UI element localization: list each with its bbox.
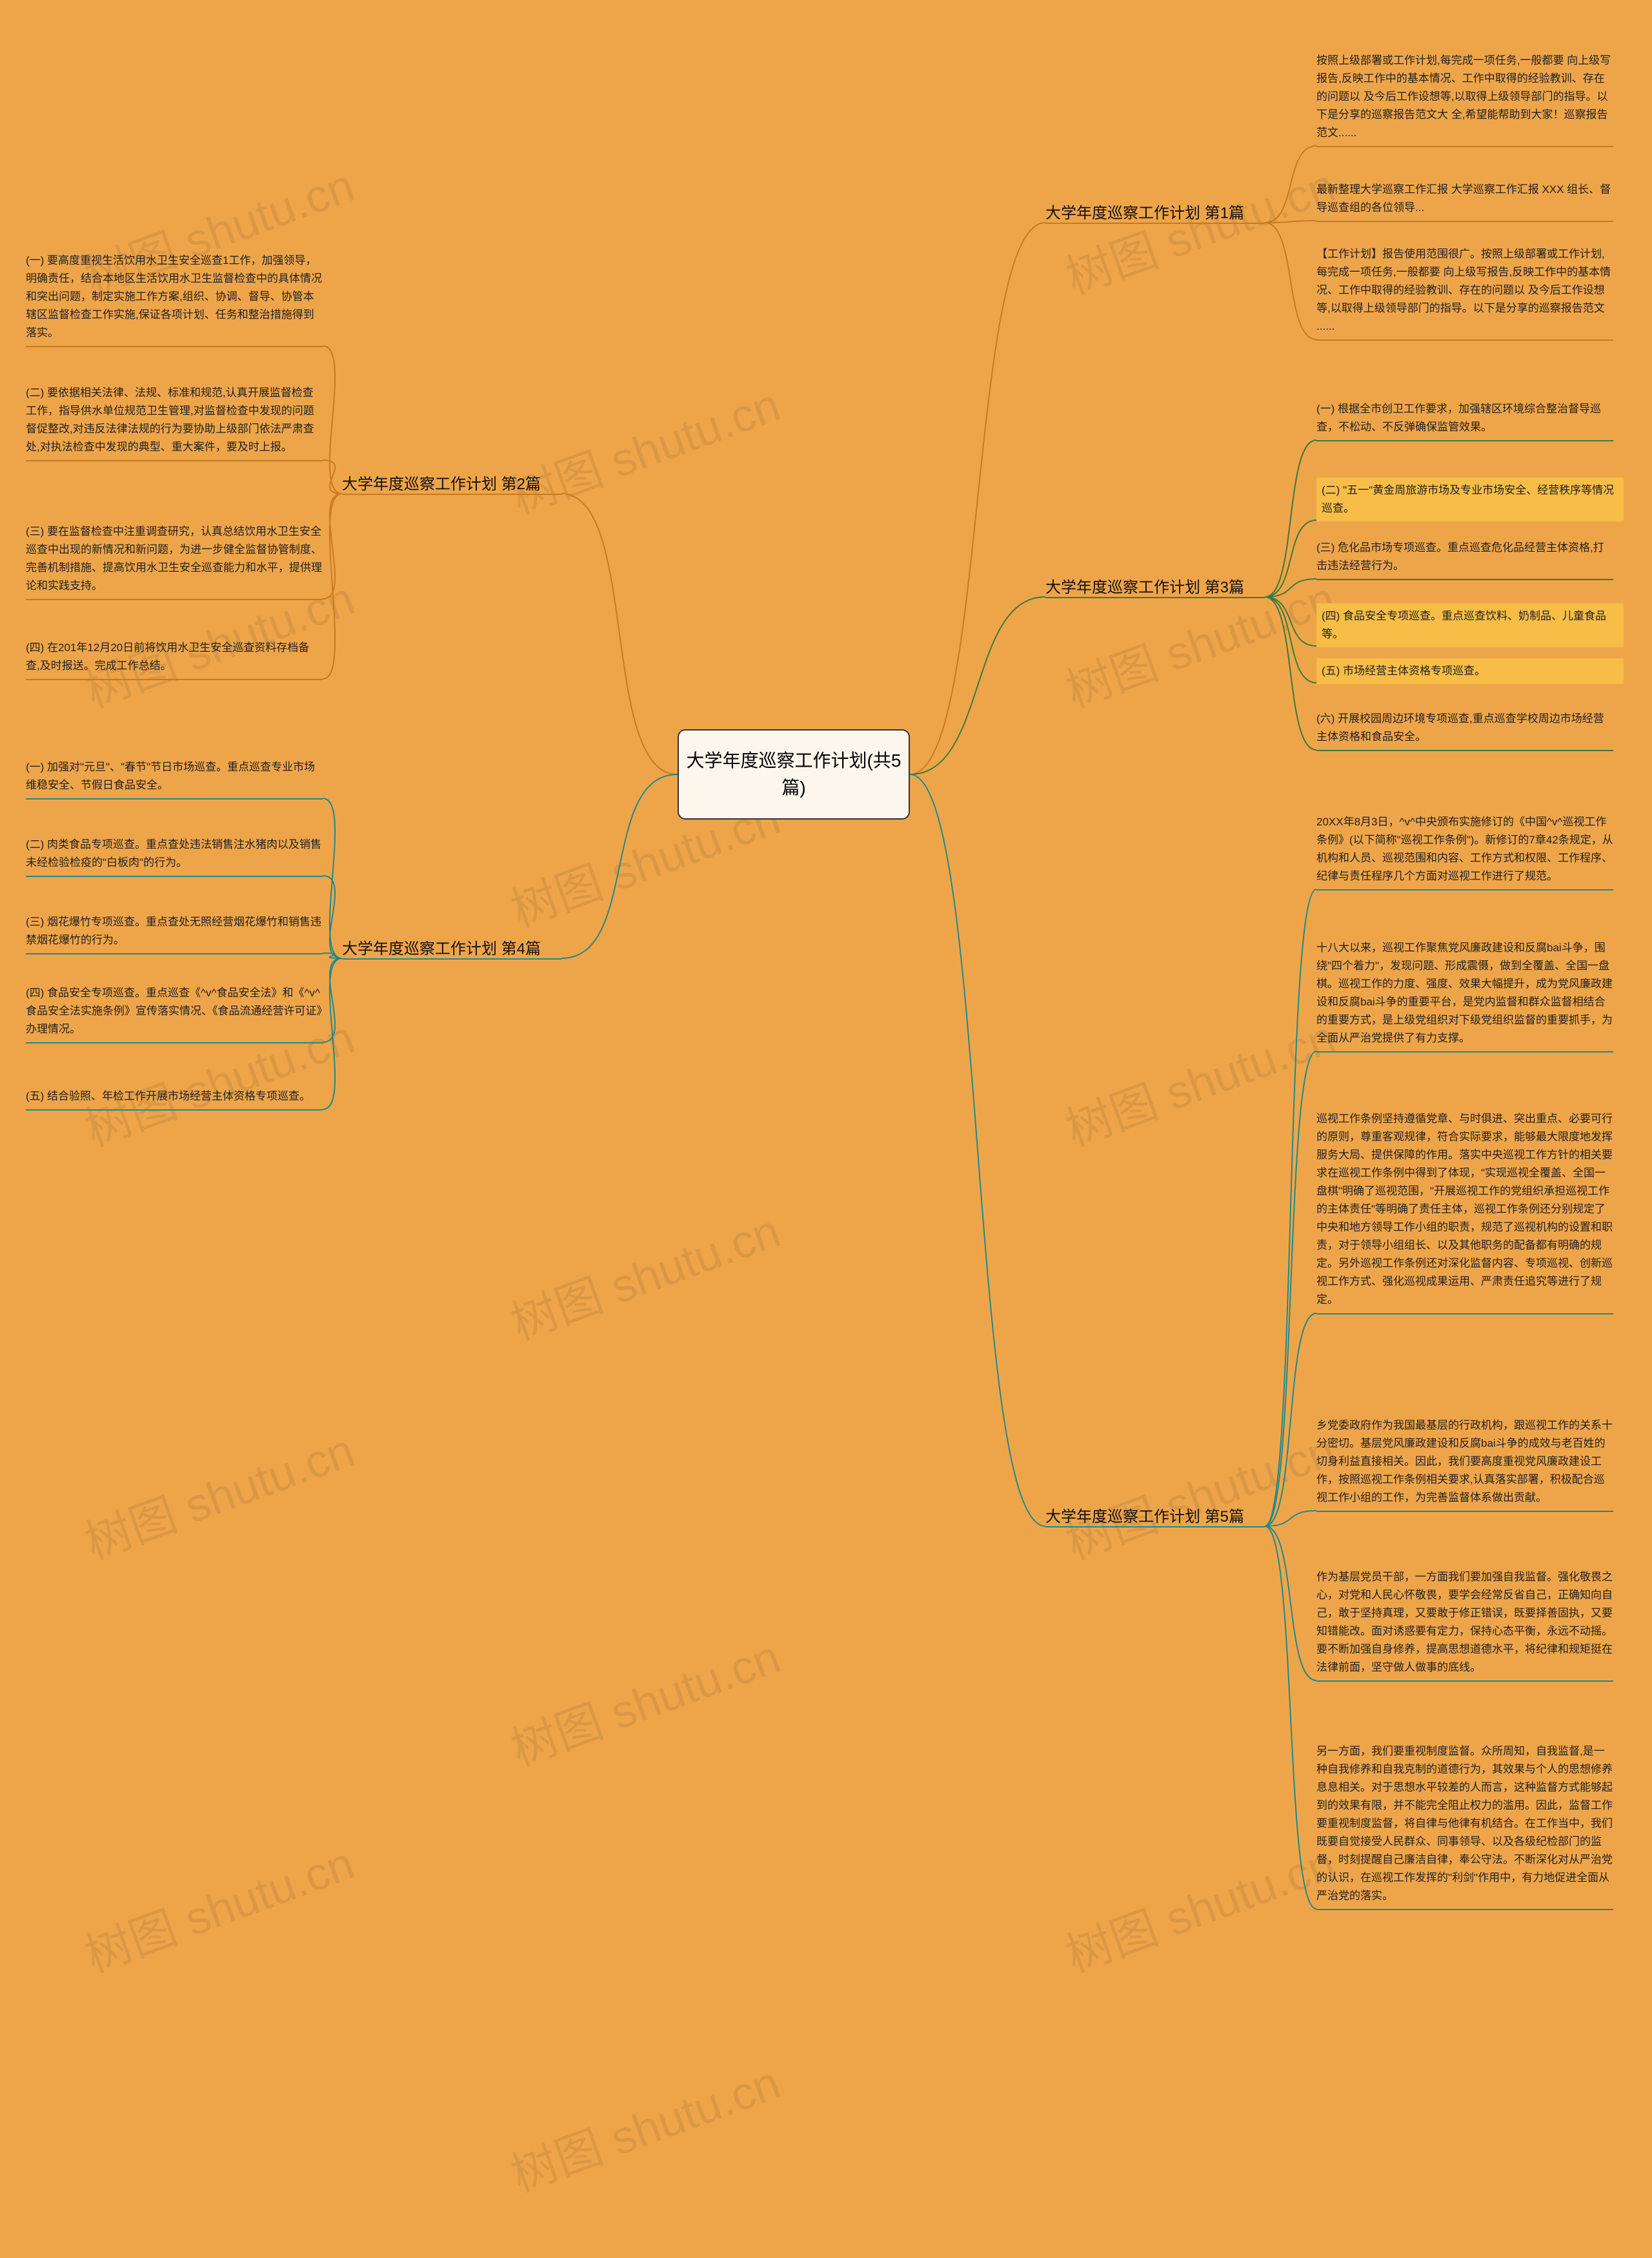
watermark: 树图 shutu.cn xyxy=(500,367,788,527)
leaf-b5-1[interactable]: 十八大以来，巡视工作聚焦党风廉政建设和反腐bai斗争，围绕"四个着力"，发现问题… xyxy=(1316,939,1613,1053)
branch-b5-underline xyxy=(1045,1526,1265,1527)
leaf-b5-2[interactable]: 巡视工作条例坚持遵循党章、与时俱进、突出重点、必要可行的原则，尊重客观规律，符合… xyxy=(1316,1110,1613,1315)
watermark: 树图 shutu.cn xyxy=(1055,1826,1343,1986)
watermark: 树图 shutu.cn xyxy=(74,1826,362,1986)
branch-b3-label[interactable]: 大学年度巡察工作计划 第3篇 xyxy=(1045,578,1244,598)
watermark: 树图 shutu.cn xyxy=(1055,1000,1343,1160)
leaf-b4-2[interactable]: (三) 烟花爆竹专项巡查。重点查处无照经营烟花爆竹和销售违禁烟花爆竹的行为。 xyxy=(26,913,323,954)
leaf-b2-0[interactable]: (一) 要高度重视生活饮用水卫生安全巡查1工作，加强领导，明确责任，结合本地区生… xyxy=(26,252,323,347)
root-node[interactable]: 大学年度巡察工作计划(共5篇) xyxy=(678,729,910,820)
leaf-b4-0[interactable]: (一) 加强对"元旦"、"春节"节日市场巡查。重点巡查专业市场维稳安全、节假日食… xyxy=(26,758,323,800)
watermark: 树图 shutu.cn xyxy=(1055,148,1343,308)
leaf-b2-1[interactable]: (二) 要依据相关法律、法规、标准和规范,认真开展监督检查工作，指导供水单位规范… xyxy=(26,384,323,461)
mindmap-canvas: 树图 shutu.cn 树图 shutu.cn 树图 shutu.cn 树图 shut… xyxy=(0,0,1652,2258)
watermark: 树图 shutu.cn xyxy=(500,1193,788,1353)
watermark: 树图 shutu.cn xyxy=(1055,1413,1343,1573)
branch-b1-underline xyxy=(1045,223,1265,224)
watermark: 树图 shutu.cn xyxy=(74,1413,362,1573)
leaf-b3-0[interactable]: (一) 根据全市创卫工作要求，加强辖区环境综合整治督导巡查，不松动、不反弹确保监… xyxy=(1316,400,1613,441)
leaf-b5-5[interactable]: 另一方面，我们要重视制度监督。众所周知，自我监督,是一种自我修养和自我克制的道德… xyxy=(1316,1742,1613,1910)
leaf-b5-0[interactable]: 20XX年8月3日，^v^中央颁布实施修订的《中国^v^巡视工作条例》(以下简称… xyxy=(1316,813,1613,891)
leaf-b3-5[interactable]: (六) 开展校园周边环境专项巡查,重点巡查学校周边市场经营主体资格和食品安全。 xyxy=(1316,710,1613,751)
leaf-b5-3[interactable]: 乡党委政府作为我国最基层的行政机构，跟巡视工作的关系十分密切。基层党风廉政建设和… xyxy=(1316,1416,1613,1512)
leaf-b4-3[interactable]: (四) 食品安全专项巡查。重点巡查《^v^食品安全法》和《^v^食品安全法实施条… xyxy=(26,984,323,1043)
leaf-b5-4[interactable]: 作为基层党员干部，一方面我们要加强自我监督。强化敬畏之心，对党和人民心怀敬畏，要… xyxy=(1316,1568,1613,1682)
leaf-b3-4[interactable]: (五) 市场经营主体资格专项巡查。 xyxy=(1316,658,1624,684)
watermark: 树图 shutu.cn xyxy=(500,1619,788,1779)
leaf-b1-0[interactable]: 按照上级部署或工作计划,每完成一项任务,一般都要 向上级写报告,反映工作中的基本… xyxy=(1316,52,1613,147)
leaf-b4-1[interactable]: (二) 肉类食品专项巡查。重点查处违法销售注水猪肉以及销售未经检验检疫的"白板肉… xyxy=(26,836,323,877)
leaf-b2-3[interactable]: (四) 在201年12月20日前将饮用水卫生安全巡查资料存档备查,及时报送。完成… xyxy=(26,639,323,680)
branch-b4-underline xyxy=(342,958,561,960)
root-title: 大学年度巡察工作计划(共5篇) xyxy=(685,747,902,801)
leaf-b3-1[interactable]: (二) "五一"黄金周旅游市场及专业市场安全、经营秩序等情况巡查。 xyxy=(1316,478,1624,521)
leaf-b1-2[interactable]: 【工作计划】报告使用范围很广。按照上级部署或工作计划,每完成一项任务,一般都要 … xyxy=(1316,245,1613,341)
branch-b2-underline xyxy=(342,494,561,495)
branch-b4-label[interactable]: 大学年度巡察工作计划 第4篇 xyxy=(342,939,541,959)
leaf-b2-2[interactable]: (三) 要在监督检查中注重调查研究，认真总结饮用水卫生安全巡查中出现的新情况和新… xyxy=(26,523,323,600)
watermark: 树图 shutu.cn xyxy=(500,2045,788,2205)
branch-b1-label[interactable]: 大学年度巡察工作计划 第1篇 xyxy=(1045,203,1244,223)
branch-b5-label[interactable]: 大学年度巡察工作计划 第5篇 xyxy=(1045,1507,1244,1527)
branch-b3-underline xyxy=(1045,597,1265,598)
leaf-b1-1[interactable]: 最新整理大学巡察工作汇报 大学巡察工作汇报 XXX 组长、督导巡查组的各位领导.… xyxy=(1316,181,1613,222)
branch-b2-label[interactable]: 大学年度巡察工作计划 第2篇 xyxy=(342,474,541,494)
leaf-b4-4[interactable]: (五) 结合验照、年检工作开展市场经营主体资格专项巡查。 xyxy=(26,1087,323,1111)
leaf-b3-2[interactable]: (三) 危化品市场专项巡查。重点巡查危化品经营主体资格,打击违法经营行为。 xyxy=(1316,539,1613,580)
leaf-b3-3[interactable]: (四) 食品安全专项巡查。重点巡查饮料、奶制品、儿童食品等。 xyxy=(1316,603,1624,647)
